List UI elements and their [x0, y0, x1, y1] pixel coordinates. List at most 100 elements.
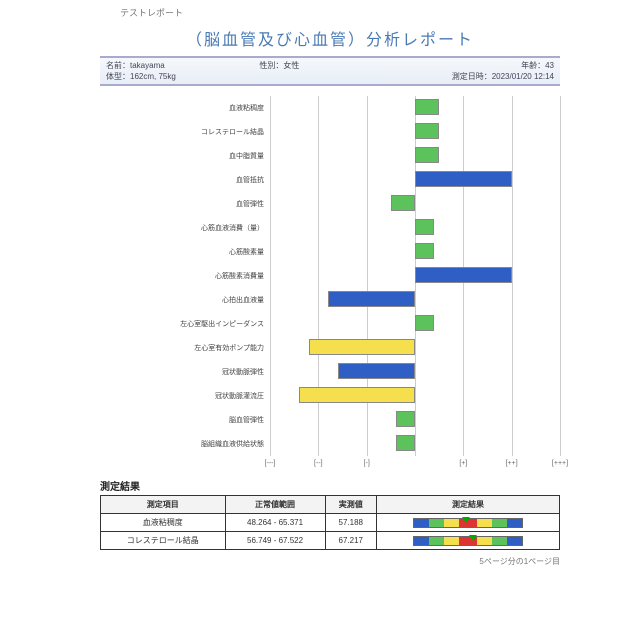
range-cell: 56.749 - 67.522: [225, 532, 325, 550]
chart-row: 血液粘稠度: [100, 96, 560, 120]
gauge-segment: [507, 519, 522, 527]
chart-row-track: [270, 216, 560, 240]
chart-bar: [338, 363, 415, 379]
chart-bar: [396, 435, 415, 451]
chart-bar: [415, 219, 434, 235]
axis-tick: [++]: [506, 460, 518, 467]
gauge-segment: [507, 537, 522, 545]
gauge-segment: [477, 537, 492, 545]
age-label: 年齢：: [521, 61, 545, 70]
axis-tick: [-]: [364, 460, 370, 467]
chart-row: 脳組織血液供給状態: [100, 432, 560, 456]
result-gauge: [413, 536, 523, 546]
table-header: 測定結果: [377, 496, 560, 514]
chart-row-track: [270, 408, 560, 432]
chart-row: コレステロール結晶: [100, 120, 560, 144]
results-heading: 測定結果: [100, 478, 560, 493]
chart-row-track: [270, 192, 560, 216]
chart-bar: [415, 99, 439, 115]
result-gauge: [413, 518, 523, 528]
gridline: [560, 96, 561, 456]
chart-row-track: [270, 96, 560, 120]
item-cell: 血液粘稠度: [101, 514, 226, 532]
chart-row-track: [270, 168, 560, 192]
chart-row: 血中脂質量: [100, 144, 560, 168]
gauge-marker-icon: [462, 517, 470, 525]
chart-x-axis: [---][--][-][+][++][+++]: [270, 460, 560, 472]
chart-row-label: 心拍出血液量: [100, 295, 270, 305]
gauge-segment: [444, 519, 459, 527]
chart-row-label: 左心室有効ポンプ能力: [100, 343, 270, 353]
chart-row-track: [270, 432, 560, 456]
results-table: 測定項目正常値範囲実測値測定結果 血液粘稠度48.264 - 65.37157.…: [100, 495, 560, 550]
chart-row-label: 血管抵抗: [100, 175, 270, 185]
table-header: 測定項目: [101, 496, 226, 514]
name-label: 名前：: [106, 61, 130, 70]
table-row: 血液粘稠度48.264 - 65.37157.188: [101, 514, 560, 532]
chart-row: 左心室有効ポンプ能力: [100, 336, 560, 360]
chart-row-label: 血中脂質量: [100, 151, 270, 161]
chart-row-label: 心筋血液消費（量）: [100, 223, 270, 233]
breadcrumb: テストレポート: [120, 6, 183, 19]
chart-row: 血管抵抗: [100, 168, 560, 192]
axis-tick: [--]: [314, 460, 323, 467]
chart-bar: [415, 147, 439, 163]
chart-row: 冠状動脈灌流圧: [100, 384, 560, 408]
gauge-segment: [444, 537, 459, 545]
chart-row-label: 左心室駆出インピーダンス: [100, 319, 270, 329]
info-sex: 性別：女性: [253, 58, 406, 84]
age-value: 43: [545, 61, 554, 70]
chart-bar: [415, 267, 512, 283]
chart-bar: [328, 291, 415, 307]
chart-row: 心筋酸素量: [100, 240, 560, 264]
sex-label: 性別：: [259, 61, 283, 70]
gauge-segment: [492, 519, 507, 527]
info-age-date: 年齢：43 測定日時：2023/01/20 12:14: [407, 58, 560, 84]
value-cell: 57.188: [325, 514, 376, 532]
axis-tick: [+]: [459, 460, 467, 467]
chart-row: 脳血管弾性: [100, 408, 560, 432]
chart-row: 心筋酸素消費量: [100, 264, 560, 288]
gauge-segment: [429, 519, 444, 527]
chart-row-label: 冠状動脈弾性: [100, 367, 270, 377]
axis-tick: [---]: [265, 460, 276, 467]
gauge-segment: [477, 519, 492, 527]
chart-row-track: [270, 240, 560, 264]
chart-row-label: 血管弾性: [100, 199, 270, 209]
diverging-bar-chart: 血液粘稠度コレステロール結晶血中脂質量血管抵抗血管弾性心筋血液消費（量） 心筋酸素…: [100, 96, 560, 456]
chart-bar: [415, 243, 434, 259]
chart-row-track: [270, 288, 560, 312]
chart-row: 左心室駆出インピーダンス: [100, 312, 560, 336]
chart-row-track: [270, 336, 560, 360]
chart-row-label: 心筋酸素量: [100, 247, 270, 257]
body-value: 162cm, 75kg: [130, 72, 176, 81]
chart-row-track: [270, 384, 560, 408]
chart-row: 心筋血液消費（量）: [100, 216, 560, 240]
table-row: コレステロール結晶56.749 - 67.52267.217: [101, 532, 560, 550]
gauge-segment: [492, 537, 507, 545]
report-page: （脳血管及び心血管）分析レポート 名前：takayama 体型：162cm, 7…: [100, 22, 560, 567]
chart-bar: [415, 171, 512, 187]
chart-bar: [415, 315, 434, 331]
chart-row-label: 脳組織血液供給状態: [100, 439, 270, 449]
item-cell: コレステロール結晶: [101, 532, 226, 550]
page-title: （脳血管及び心血管）分析レポート: [100, 22, 560, 56]
chart-row-track: [270, 312, 560, 336]
chart-row: 血管弾性: [100, 192, 560, 216]
chart-row-track: [270, 120, 560, 144]
page-footer: 5ページ分の1ページ目: [100, 556, 560, 567]
chart-row-label: 冠状動脈灌流圧: [100, 391, 270, 401]
gauge-marker-icon: [469, 535, 477, 543]
sex-value: 女性: [283, 61, 299, 70]
date-value: 2023/01/20 12:14: [492, 72, 554, 81]
chart-bar: [391, 195, 415, 211]
chart-bar: [309, 339, 415, 355]
chart-row-label: 心筋酸素消費量: [100, 271, 270, 281]
info-name: 名前：takayama 体型：162cm, 75kg: [100, 58, 253, 84]
chart-row-track: [270, 360, 560, 384]
gauge-segment: [429, 537, 444, 545]
table-header: 実測値: [325, 496, 376, 514]
chart-row-track: [270, 264, 560, 288]
gauge-cell: [377, 532, 560, 550]
axis-tick: [+++]: [552, 460, 568, 467]
